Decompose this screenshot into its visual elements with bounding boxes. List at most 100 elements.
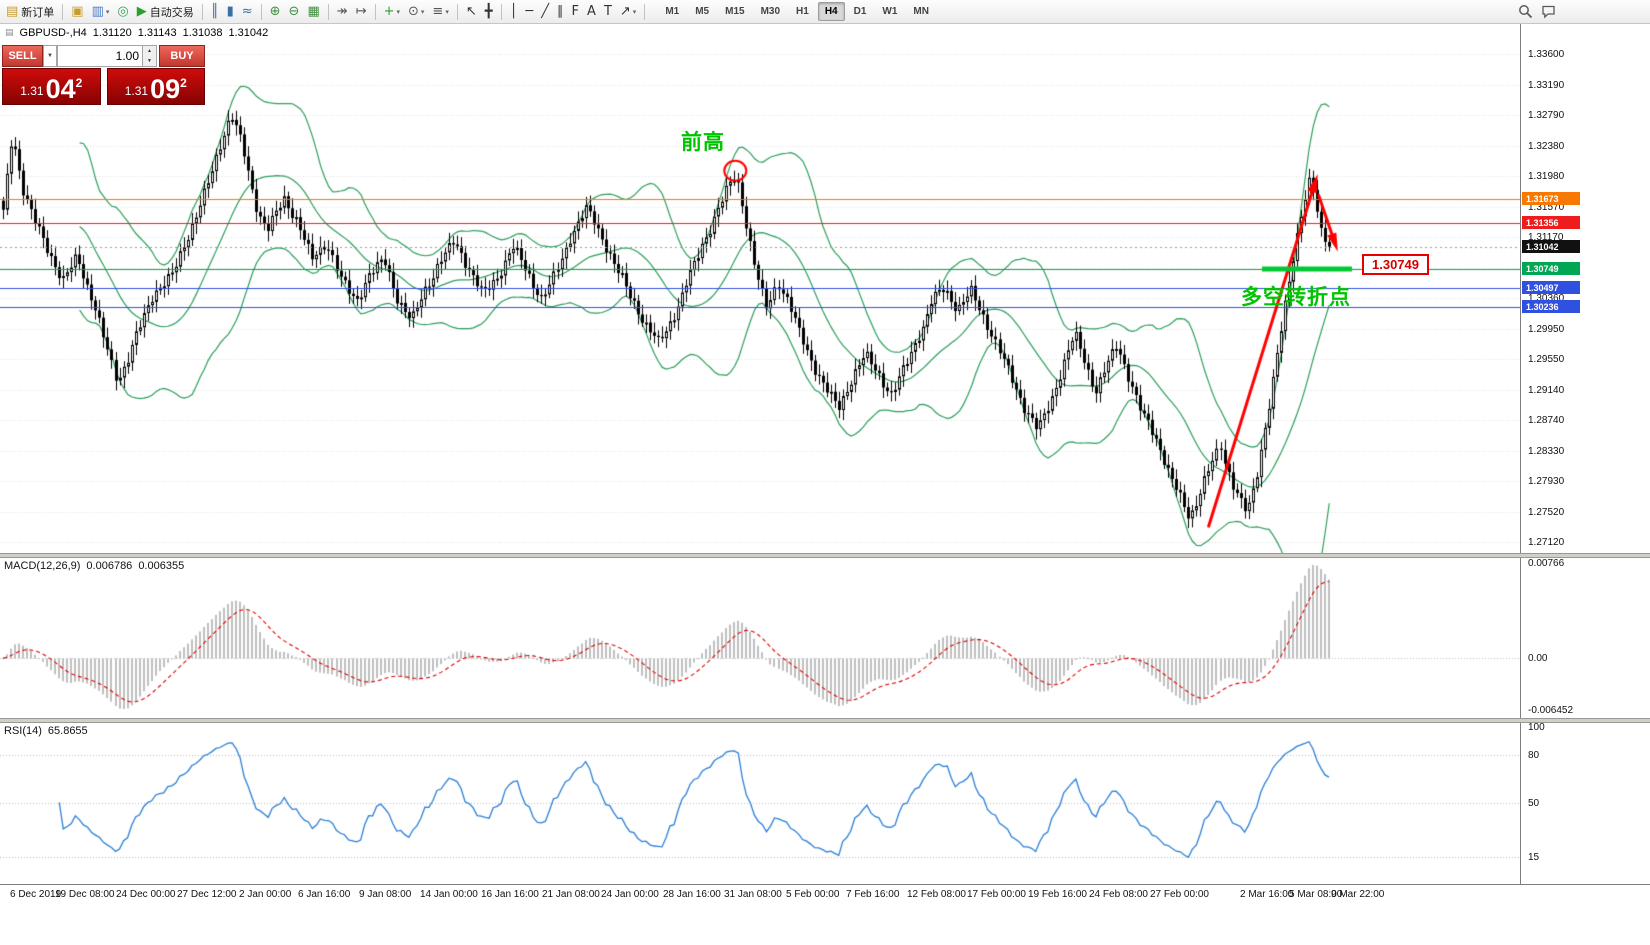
panel-splitter[interactable]	[0, 718, 1650, 723]
fibonacci-icon: F	[571, 4, 580, 19]
time-axis[interactable]: 6 Dec 2019 19 Dec 08:00 24 Dec 00:00 27 Dec…	[0, 884, 1650, 945]
time-axis-label: 19 Feb 16:00	[1028, 889, 1087, 900]
panel-splitter[interactable]	[0, 553, 1650, 558]
charts-button[interactable]: ▣	[68, 2, 86, 22]
volume-presets-dropdown[interactable]: ▼	[43, 45, 57, 67]
macd-signal-value: 0.006355	[138, 560, 185, 572]
indicators-button[interactable]: + ▾	[381, 2, 403, 22]
market-watch-button[interactable]: ◎	[114, 2, 131, 22]
indicator-axis-label: 0.00	[1528, 653, 1548, 665]
timeframe-m15[interactable]: M15	[725, 6, 745, 17]
timeframe-d1[interactable]: D1	[853, 6, 867, 17]
volume-input[interactable]	[57, 45, 143, 67]
zoom-out-button[interactable]: ⊖	[286, 2, 303, 22]
tile-windows-button[interactable]: ▦	[304, 2, 322, 22]
toolbar-separator	[201, 3, 203, 20]
buy-button[interactable]: BUY	[159, 45, 205, 67]
toolbar-separator	[327, 3, 329, 20]
price-tick-label: 1.27520	[1528, 506, 1565, 518]
timeframe-m5[interactable]: M5	[695, 6, 710, 17]
timeframe-m30[interactable]: M30	[760, 6, 781, 17]
text-button[interactable]: A	[584, 2, 599, 22]
volume-up-button[interactable]: ▲	[147, 47, 152, 54]
price-tick-label: 1.33190	[1528, 79, 1565, 91]
indicator-axis-label: 100	[1528, 722, 1545, 733]
cursor-button[interactable]: ↖	[463, 2, 480, 22]
profiles-button[interactable]: ▥ ▾	[89, 2, 113, 22]
chart-shift-button[interactable]: ↦	[353, 2, 370, 22]
bar-chart-button[interactable]: ║	[208, 2, 222, 22]
vertical-line-icon: │	[509, 4, 518, 19]
chart-icon: ▤	[5, 28, 14, 38]
sell-price-button[interactable]: 1.31 04 2	[2, 68, 101, 105]
trade-panel-top-row: SELL ▼ ▲ ▼ BUY	[2, 45, 205, 67]
dropdown-caret-icon: ▾	[396, 7, 400, 16]
shapes-button[interactable]: ↗ ▾	[617, 2, 639, 22]
macd-name: MACD(12,26,9)	[4, 560, 81, 572]
annotation-previous-high: 前高	[681, 131, 725, 154]
price-axis[interactable]: 1.33600 1.33190 1.32790 1.32380 1.31980 1.315…	[1520, 24, 1650, 884]
trendline-button[interactable]: ╱	[538, 2, 552, 22]
sell-button[interactable]: SELL	[2, 45, 43, 67]
rsi-label: RSI(14) 65.8655	[4, 725, 88, 737]
label-button[interactable]: T	[601, 2, 615, 22]
new-order-button[interactable]: ▤ 新订单	[3, 2, 57, 22]
timeframe-w1[interactable]: W1	[882, 6, 898, 17]
price-tick-label: 1.32380	[1528, 140, 1565, 152]
chevron-down-icon: ▼	[47, 53, 53, 59]
horizontal-line-button[interactable]: ─	[522, 2, 536, 22]
time-axis-label: 24 Jan 00:00	[601, 889, 659, 900]
price-tick-label: 1.33600	[1528, 49, 1565, 60]
volume-down-button[interactable]: ▼	[147, 57, 152, 64]
price-tick-label: 1.27930	[1528, 476, 1565, 487]
templates-button[interactable]: ≡ ▾	[429, 2, 451, 22]
price-tick-label: 1.28330	[1528, 445, 1565, 457]
new-order-icon: ▤	[6, 4, 19, 19]
buy-price-pipette: 2	[180, 76, 187, 90]
community-button[interactable]	[1538, 2, 1559, 22]
buy-price-button[interactable]: 1.31 09 2	[106, 68, 205, 105]
zoom-in-button[interactable]: ⊕	[267, 2, 284, 22]
main-chart-canvas[interactable]	[0, 24, 1520, 553]
time-axis-label: 2 Mar 16:00	[1240, 889, 1294, 900]
auto-trading-button-label: 自动交易	[149, 6, 194, 19]
time-axis-label: 21 Jan 08:00	[542, 889, 600, 900]
candlestick-icon: ▮	[226, 4, 234, 19]
trade-panel-price-row: 1.31 04 2 1.31 09 2	[2, 68, 205, 105]
sell-price-big: 04	[45, 74, 76, 104]
macd-canvas[interactable]	[0, 556, 1520, 718]
timeframe-m1[interactable]: M1	[665, 6, 680, 17]
horizontal-line-icon: ─	[525, 4, 534, 19]
fibonacci-button[interactable]: F	[569, 2, 582, 22]
timeframe-h1[interactable]: H1	[796, 6, 809, 17]
chat-icon	[1542, 5, 1555, 19]
price-tick-label: 1.31980	[1528, 171, 1565, 182]
auto-trading-button[interactable]: ▶ 自动交易	[134, 2, 197, 22]
text-label-icon: T	[603, 4, 612, 19]
time-axis-label: 27 Feb 00:00	[1150, 889, 1209, 900]
price-tick-label: 1.30360	[1528, 293, 1565, 304]
candlestick-chart-button[interactable]: ▮	[224, 2, 237, 22]
channel-button[interactable]: ∥	[554, 2, 567, 22]
line-chart-icon: ≈	[241, 4, 253, 19]
new-order-button-label: 新订单	[21, 6, 55, 19]
volume-stepper: ▲ ▼	[143, 45, 157, 67]
search-button[interactable]	[1515, 2, 1536, 22]
timeframe-h4[interactable]: H4	[817, 2, 845, 21]
vertical-line-button[interactable]: │	[507, 2, 521, 22]
search-icon	[1519, 5, 1533, 19]
symbol-timeframe-label: GBPUSD-,H4	[19, 27, 87, 39]
time-axis-label: 5 Feb 00:00	[786, 889, 840, 900]
line-chart-button[interactable]: ≈	[239, 2, 256, 22]
rsi-canvas[interactable]	[0, 721, 1520, 884]
auto-scroll-button[interactable]: ↠	[334, 2, 351, 22]
periods-button[interactable]: ⊙ ▾	[405, 2, 427, 22]
time-axis-label: 12 Feb 08:00	[907, 889, 966, 900]
time-axis-label: 16 Jan 16:00	[481, 889, 539, 900]
low-price: 1.31038	[182, 27, 223, 39]
price-tick-label: 1.31170	[1528, 232, 1564, 243]
timeframe-mn[interactable]: MN	[913, 6, 929, 17]
time-axis-label: 19 Dec 08:00	[55, 889, 115, 900]
crosshair-button[interactable]: ╋	[482, 2, 496, 22]
